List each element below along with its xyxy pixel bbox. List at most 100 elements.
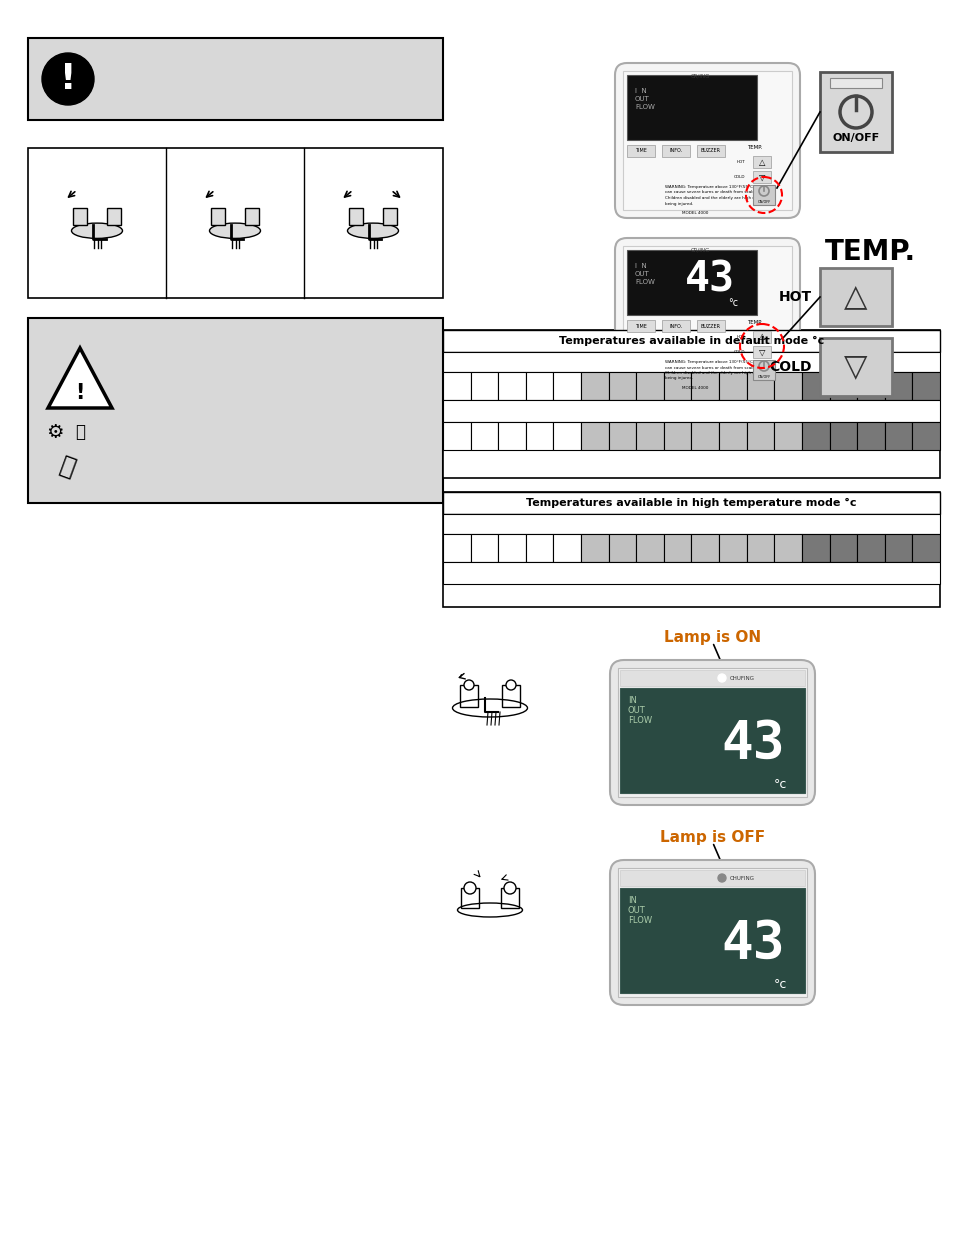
Text: !: !	[75, 383, 85, 403]
Bar	[626, 75, 757, 140]
Circle shape	[718, 874, 725, 882]
Bar	[719, 422, 746, 450]
Bar	[801, 534, 829, 562]
Bar	[856, 534, 883, 562]
Bar	[442, 422, 470, 450]
Bar	[820, 338, 891, 396]
Text: ON/OFF: ON/OFF	[832, 133, 879, 143]
Bar	[820, 72, 891, 152]
Bar	[28, 317, 442, 503]
Bar	[442, 352, 939, 372]
Text: ON/OFF: ON/OFF	[757, 200, 770, 204]
Bar	[553, 372, 580, 400]
Bar	[746, 534, 774, 562]
Text: Temperatures available in high temperature mode °c: Temperatures available in high temperatu…	[526, 498, 856, 508]
Text: OUT: OUT	[627, 906, 645, 915]
Text: FLOW: FLOW	[627, 916, 652, 925]
Text: IN: IN	[627, 697, 637, 705]
Bar	[663, 534, 691, 562]
Bar	[525, 422, 553, 450]
Bar	[697, 144, 724, 157]
Bar	[820, 268, 891, 326]
Bar	[691, 534, 719, 562]
Bar	[746, 372, 774, 400]
Bar	[619, 888, 804, 993]
Bar	[211, 207, 225, 225]
Text: 43: 43	[721, 718, 784, 771]
Bar	[663, 422, 691, 450]
Bar	[829, 78, 882, 88]
Bar	[442, 400, 939, 422]
Bar	[661, 144, 689, 157]
Bar	[801, 422, 829, 450]
Bar	[553, 422, 580, 450]
Bar	[883, 534, 911, 562]
Text: BUZZER: BUZZER	[700, 324, 720, 329]
Text: OUT: OUT	[627, 706, 645, 715]
Bar	[442, 330, 939, 478]
Text: WARNING: Temperature above 130°F(55°C)
can cause severe burns or death from scal: WARNING: Temperature above 130°F(55°C) c…	[664, 359, 764, 380]
Bar	[622, 70, 791, 210]
Bar	[525, 534, 553, 562]
Circle shape	[505, 680, 516, 690]
Bar	[829, 372, 856, 400]
Text: OUT: OUT	[635, 96, 649, 103]
Text: △: △	[758, 158, 764, 167]
Bar	[719, 372, 746, 400]
Text: FLOW: FLOW	[627, 716, 652, 725]
Bar	[580, 372, 608, 400]
Bar	[752, 346, 770, 358]
Bar	[553, 534, 580, 562]
Bar	[752, 156, 770, 168]
FancyBboxPatch shape	[609, 860, 814, 1005]
Bar	[752, 170, 770, 183]
Bar	[73, 207, 87, 225]
Text: CR/ING: CR/ING	[690, 248, 709, 253]
Bar	[746, 422, 774, 450]
Text: Lamp is ON: Lamp is ON	[663, 630, 760, 645]
Bar	[663, 372, 691, 400]
Bar	[619, 688, 804, 793]
Ellipse shape	[347, 224, 398, 238]
Bar	[622, 246, 791, 385]
Bar	[442, 514, 939, 534]
Circle shape	[463, 882, 476, 894]
Bar	[911, 534, 939, 562]
Circle shape	[42, 53, 94, 105]
Bar	[245, 207, 258, 225]
Bar	[618, 868, 806, 997]
FancyBboxPatch shape	[615, 238, 800, 393]
Text: ▽: ▽	[843, 352, 867, 382]
Text: WARNING: Temperature above 130°F(55°C)
can cause severe burns or death from scal: WARNING: Temperature above 130°F(55°C) c…	[664, 185, 764, 205]
Bar	[349, 207, 362, 225]
Bar	[911, 372, 939, 400]
Bar	[442, 534, 470, 562]
Bar	[470, 422, 497, 450]
Text: △: △	[843, 283, 867, 311]
Bar	[752, 185, 774, 205]
Bar	[829, 422, 856, 450]
Text: Lamp is OFF: Lamp is OFF	[659, 830, 764, 845]
Text: TEMP.: TEMP.	[746, 144, 761, 149]
Text: △: △	[758, 332, 764, 342]
Text: Temperatures available in default mode °c: Temperatures available in default mode °…	[558, 336, 823, 346]
Text: COLD: COLD	[769, 359, 811, 374]
Bar	[525, 372, 553, 400]
Text: CR/ING: CR/ING	[690, 73, 709, 78]
Bar	[883, 372, 911, 400]
Circle shape	[503, 882, 516, 894]
Text: TIME: TIME	[635, 324, 646, 329]
Bar	[719, 534, 746, 562]
Text: TEMP.: TEMP.	[824, 238, 915, 266]
Text: ⚙: ⚙	[46, 424, 64, 442]
Bar	[497, 534, 525, 562]
Bar	[28, 148, 442, 298]
Bar	[28, 38, 442, 120]
Text: !: !	[60, 62, 76, 96]
Bar	[618, 668, 806, 797]
Text: COLD: COLD	[733, 175, 744, 179]
Bar	[580, 534, 608, 562]
Text: IN: IN	[627, 897, 637, 905]
Text: °c: °c	[773, 778, 786, 792]
Text: 43: 43	[721, 918, 784, 971]
